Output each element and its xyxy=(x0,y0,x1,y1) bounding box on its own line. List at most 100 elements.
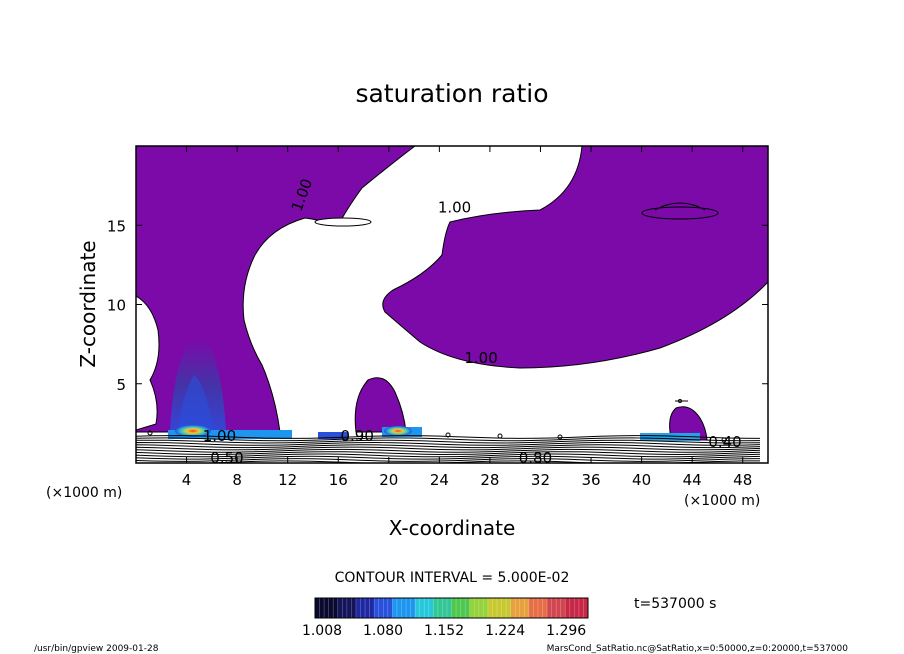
x-tick-label: 36 xyxy=(581,471,600,489)
colorbar-cell xyxy=(578,598,584,618)
colorbar-cell xyxy=(365,598,370,618)
colorbar-cell xyxy=(387,598,393,618)
colorbar-cell xyxy=(369,598,375,618)
colorbar-cell xyxy=(551,598,557,618)
left-edge-gap xyxy=(136,295,160,431)
surface-contour-line xyxy=(136,435,761,439)
colorbar-tick-label: 1.152 xyxy=(424,623,464,639)
surface-contour-line xyxy=(136,437,761,442)
colorbar-cell xyxy=(465,598,470,618)
colorbar-cell xyxy=(560,598,566,618)
time-label: t=537000 s xyxy=(634,596,716,612)
colorbar-cell xyxy=(342,598,348,618)
x-axis-ticks: 4 8 12 16 20 24 28 32 36 40 44 48 xyxy=(182,146,752,489)
colorbar-cell xyxy=(469,598,475,618)
x-unit-left: (×1000 m) xyxy=(46,485,122,501)
footer-right: MarsCond_SatRatio.nc@SatRatio,x=0:50000,… xyxy=(547,644,849,654)
upper-arc-region xyxy=(382,146,768,369)
colorbar-cell xyxy=(324,598,329,618)
colorbar-tick-label: 1.080 xyxy=(363,623,403,639)
colorbar-cell xyxy=(528,598,534,618)
x-tick-label: 44 xyxy=(683,471,702,489)
low-strip-right xyxy=(640,433,700,441)
x-tick-label: 20 xyxy=(379,471,398,489)
surface-contour-line xyxy=(136,441,761,446)
surface-contour-line xyxy=(136,439,761,444)
x-tick-label: 40 xyxy=(632,471,651,489)
colorbar-cell xyxy=(396,598,402,618)
colorbar-cell xyxy=(406,598,411,618)
x-tick-label: 28 xyxy=(480,471,499,489)
surface-contour-line xyxy=(136,458,761,462)
colorbar-cell xyxy=(374,598,379,618)
colorbar-cell xyxy=(492,598,498,618)
colorbar-cell xyxy=(315,598,320,618)
x-tick-label: 16 xyxy=(329,471,348,489)
colorbar-tick-label: 1.224 xyxy=(485,623,525,639)
surface-contour-line xyxy=(136,446,761,451)
colorbar-cell xyxy=(460,598,466,618)
colorbar-cell xyxy=(483,598,489,618)
x-tick-label: 8 xyxy=(232,471,242,489)
lens-cap xyxy=(654,202,706,211)
chart-title: saturation ratio xyxy=(355,79,548,108)
right-bubble-region xyxy=(669,406,708,441)
colorbar-cell xyxy=(360,598,366,618)
colorbar-cell xyxy=(383,598,389,618)
colorbar-cell xyxy=(478,598,484,618)
left-plume-core-2 xyxy=(178,375,214,432)
contour-label: 0.90 xyxy=(340,427,373,445)
hotspot-left xyxy=(175,425,211,437)
colorbar-cell xyxy=(319,598,325,618)
colorbar-cell xyxy=(506,598,511,618)
colorbar-cell xyxy=(351,598,357,618)
contour-label: 0.50 xyxy=(210,449,243,467)
lens-region xyxy=(641,206,719,220)
y-axis-ticks: 5 10 15 xyxy=(107,217,768,394)
x-axis-label: X-coordinate xyxy=(389,516,516,540)
colorbar-tick-labels: 1.008 1.080 1.152 1.224 1.296 xyxy=(302,623,586,639)
y-tick-label: 5 xyxy=(116,376,126,394)
colorbar-cell xyxy=(333,598,339,618)
surface-contour-line xyxy=(136,451,761,456)
colorbar-cell xyxy=(510,598,516,618)
colorbar-cell xyxy=(437,598,443,618)
colorbar xyxy=(314,597,589,619)
colorbar-cell xyxy=(328,598,334,618)
colorbar-cell xyxy=(556,598,561,618)
x-tick-label: 32 xyxy=(531,471,550,489)
x-tick-label: 48 xyxy=(733,471,752,489)
contour-label: 1.00 xyxy=(438,199,471,217)
colorbar-cell xyxy=(583,598,589,618)
contour-label: 1.00 xyxy=(464,349,497,367)
lens-cut xyxy=(314,217,372,227)
small-contour-dots xyxy=(147,399,727,443)
x-unit-right: (×1000 m) xyxy=(684,493,760,509)
colorbar-cell xyxy=(542,598,548,618)
colorbar-cell xyxy=(501,598,507,618)
contour-label: 1.00 xyxy=(203,427,236,445)
colorbar-cell xyxy=(401,598,407,618)
surface-contour-line xyxy=(136,453,761,458)
colorbar-cell xyxy=(451,598,457,618)
colorbar-cell xyxy=(446,598,452,618)
colorbar-cell xyxy=(392,598,398,618)
colorbar-cell xyxy=(537,598,543,618)
surface-contour-line xyxy=(136,448,761,453)
x-tick-label: 24 xyxy=(430,471,449,489)
colorbar-cell xyxy=(378,598,384,618)
colorbar-cell xyxy=(355,598,361,618)
colorbar-tick-label: 1.296 xyxy=(546,623,586,639)
x-tick-label: 4 xyxy=(182,471,192,489)
colorbar-cell xyxy=(497,598,502,618)
contour-label: 0.80 xyxy=(519,449,552,467)
plot-field xyxy=(136,146,768,463)
colorbar-cell xyxy=(456,598,461,618)
low-strip-mid xyxy=(318,432,348,439)
colorbar-tick-label: 1.008 xyxy=(302,623,342,639)
colorbar-cell xyxy=(519,598,525,618)
footer-left: /usr/bin/gpview 2009-01-28 xyxy=(34,644,159,654)
colorbar-cell xyxy=(419,598,425,618)
y-tick-label: 15 xyxy=(107,217,126,235)
colorbar-cell xyxy=(410,598,416,618)
